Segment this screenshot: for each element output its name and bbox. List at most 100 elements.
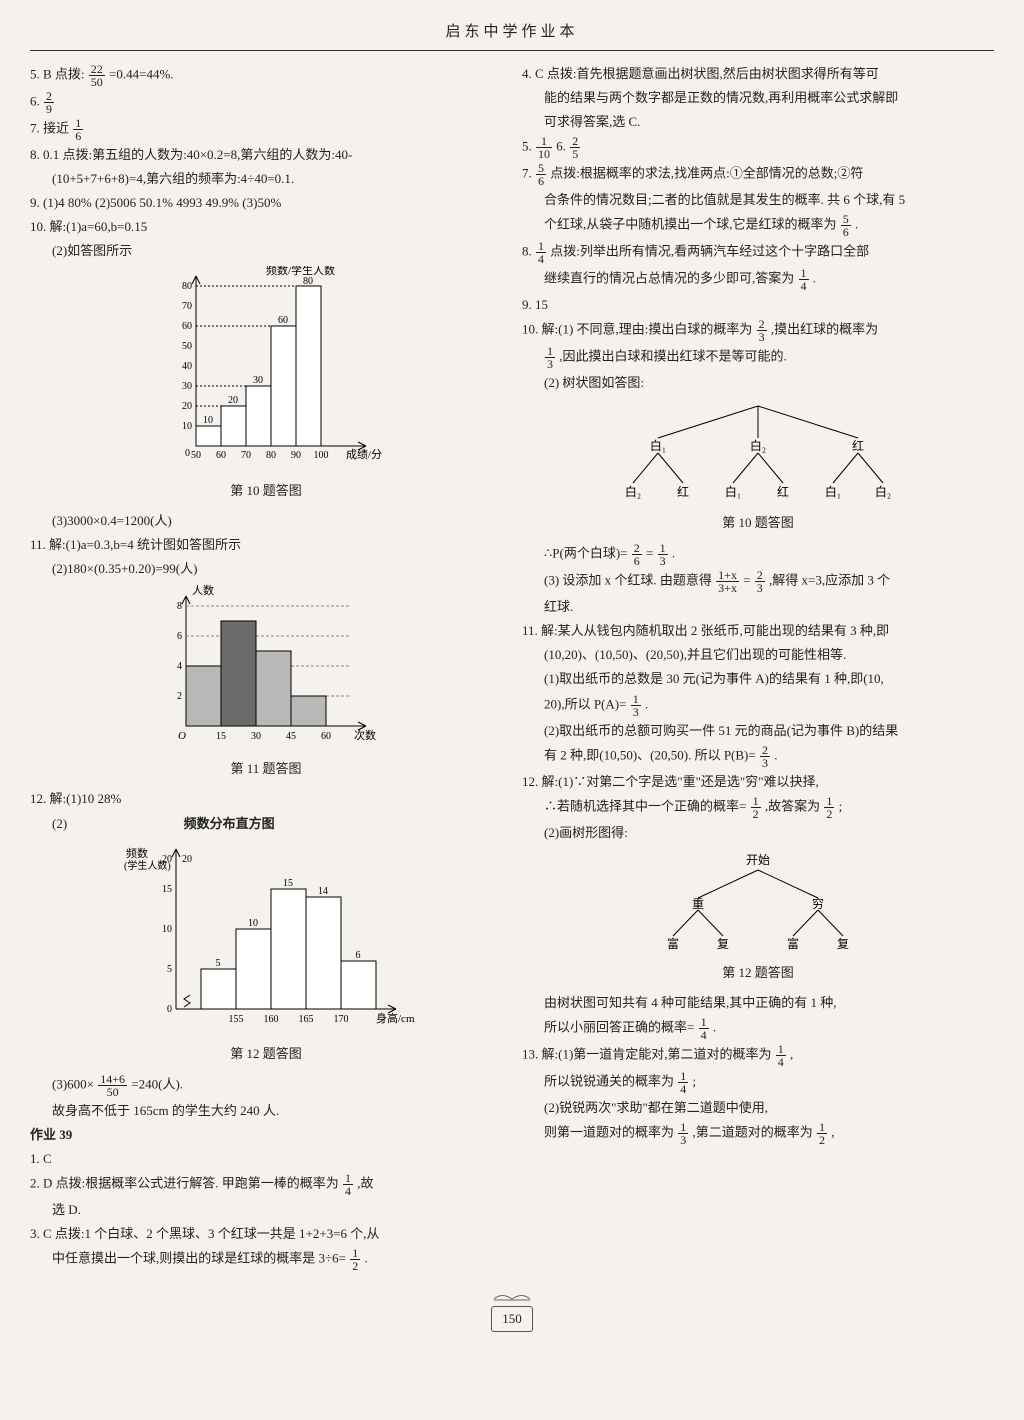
- tree-12: 开始 重穷 富复 富复: [618, 848, 898, 958]
- r10a2-text: ,摸出红球的概率为: [771, 321, 878, 336]
- r13d-post: ,: [831, 1125, 834, 1140]
- right-column: 4. C 点拨:首先根据题意画出树状图,然后由树状图求得所有等可 能的结果与两个…: [522, 61, 994, 1275]
- r9: 9. 15: [522, 294, 994, 316]
- svg-text:30: 30: [182, 381, 192, 392]
- q8a: 8. 0.1 点拨:第五组的人数为:40×0.2=8,第六组的人数为:40-: [30, 144, 502, 166]
- frac-5-6a: 56: [536, 162, 546, 187]
- r4a: 4. C 点拨:首先根据题意画出树状图,然后由树状图求得所有等可: [522, 63, 994, 85]
- svg-text:穷: 穷: [812, 896, 824, 911]
- svg-text:10: 10: [203, 415, 213, 426]
- svg-text:170: 170: [334, 1014, 349, 1025]
- svg-text:白₂: 白₂: [875, 484, 891, 499]
- svg-text:30: 30: [253, 375, 263, 386]
- q2a-text: 2. D 点拨:根据概率公式进行解答. 甲跑第一棒的概率为: [30, 1175, 339, 1190]
- frac-1-3d: 13: [678, 1121, 688, 1146]
- svg-text:4: 4: [177, 661, 182, 672]
- r13b-pre: 所以锐锐通关的概率为: [544, 1073, 674, 1088]
- svg-text:复: 复: [717, 937, 729, 951]
- frac-22-50: 2250: [89, 63, 105, 88]
- r10d-text: ∴P(两个白球)=: [544, 546, 628, 561]
- svg-text:(学生人数): (学生人数): [124, 859, 171, 872]
- r13a-post: ,: [790, 1046, 793, 1061]
- q12c: (3)600× 14+650 =240(人).: [30, 1073, 502, 1098]
- svg-text:20: 20: [228, 395, 238, 406]
- q5-text2: =0.44=44%.: [109, 66, 174, 81]
- r10eb-text: =: [743, 573, 750, 588]
- frac-2-3b: 23: [755, 569, 765, 594]
- svg-text:20: 20: [182, 854, 192, 865]
- r7a: 7. 56 点拨:根据概率的求法,找准两点:①全部情况的总数;②符: [522, 162, 994, 187]
- svg-text:O: O: [178, 730, 186, 742]
- book-icon: [492, 1288, 532, 1302]
- svg-text:6: 6: [177, 631, 182, 642]
- r4c: 可求得答案,选 C.: [522, 111, 994, 133]
- q11b: (2)180×(0.35+0.20)=99(人): [30, 558, 502, 580]
- r10a-text: 10. 解:(1) 不同意,理由:摸出白球的概率为: [522, 321, 752, 336]
- chart-12: 0 510 1520 510 1514 6 155160 165170 频数 (…: [116, 839, 416, 1039]
- left-column: 5. B 点拨: 2250 =0.44=44%. 6. 29 7. 接近 16 …: [30, 61, 502, 1275]
- frac-1-4f: 14: [678, 1070, 688, 1095]
- svg-text:100: 100: [314, 450, 329, 461]
- q2b-text: ,故: [357, 1175, 373, 1190]
- q8b: (10+5+7+6+8)=4,第六组的频率为:4÷40=0.1.: [30, 168, 502, 190]
- svg-text:60: 60: [182, 321, 192, 332]
- q3b: 中任意摸出一个球,则摸出的球是红球的概率是 3÷6= 12 .: [30, 1247, 502, 1272]
- q5-text: 5. B 点拨:: [30, 66, 88, 81]
- r10e: (3) 设添加 x 个红球. 由题意得 1+x3+x = 23 ,解得 x=3,…: [522, 569, 994, 594]
- frac-1-4a: 14: [343, 1172, 353, 1197]
- svg-text:5: 5: [167, 964, 172, 975]
- svg-text:14: 14: [318, 886, 328, 897]
- frac-1-3a: 13: [545, 345, 555, 370]
- r12e-post: .: [713, 1019, 716, 1034]
- q12c-post: =240(人).: [131, 1076, 183, 1091]
- tree12-caption: 第 12 题答图: [522, 962, 994, 984]
- q12b: (2) 频数分布直方图: [30, 813, 502, 835]
- svg-text:80: 80: [266, 450, 276, 461]
- svg-text:60: 60: [216, 450, 226, 461]
- svg-text:20: 20: [182, 401, 192, 412]
- q3c-text: .: [364, 1251, 367, 1266]
- r5r6: 5. 110 6. 25: [522, 135, 994, 160]
- r10ea-text: (3) 设添加 x 个红球. 由题意得: [544, 573, 712, 588]
- r12b-mid: ,故答案为: [765, 798, 820, 813]
- r7d: 个红球,从袋子中随机摸出一个球,它是红球的概率为 56 .: [522, 213, 994, 238]
- r11b: (10,20)、(10,50)、(20,50),并且它们出现的可能性相等.: [522, 644, 994, 666]
- svg-text:5: 5: [216, 958, 221, 969]
- tree-10: 白₁白₂红 白₂红 白₁红 白₁白₂: [588, 398, 928, 508]
- r4b: 能的结果与两个数字都是正数的情况数,再利用概率公式求解即: [522, 87, 994, 109]
- q11a: 11. 解:(1)a=0.3,b=4 统计图如答图所示: [30, 534, 502, 556]
- svg-text:0: 0: [167, 1004, 172, 1015]
- frac-1-2c: 12: [824, 795, 834, 820]
- chart10-xlab: 成绩/分: [346, 448, 382, 461]
- q2c: 选 D.: [30, 1199, 502, 1221]
- svg-text:白₁: 白₁: [825, 484, 841, 499]
- r13a: 13. 解:(1)第一道肯定能对,第二道对的概率为 14 ,: [522, 1043, 994, 1068]
- svg-text:人数: 人数: [192, 584, 214, 597]
- frac-2-6: 26: [632, 542, 642, 567]
- frac-1-10: 110: [536, 135, 552, 160]
- frac-1-3b: 13: [658, 542, 668, 567]
- r11d-pre: 20),所以 P(A)=: [544, 696, 626, 711]
- frac-1-4d: 14: [699, 1016, 709, 1041]
- svg-text:10: 10: [162, 924, 172, 935]
- chart10-caption: 第 10 题答图: [30, 480, 502, 502]
- svg-text:10: 10: [182, 421, 192, 432]
- r11f-post: .: [774, 747, 777, 762]
- frac-5-6b: 56: [841, 213, 851, 238]
- chart10-ylab: 频数/学生人数: [266, 266, 335, 277]
- frac-14p6-50: 14+650: [98, 1073, 127, 1098]
- r12e: 所以小丽回答正确的概率= 14 .: [522, 1016, 994, 1041]
- chart12-caption: 第 12 题答图: [30, 1043, 502, 1065]
- r10d-end: .: [672, 546, 675, 561]
- page-header: 启东中学作业本: [30, 20, 994, 51]
- svg-text:45: 45: [286, 731, 296, 742]
- svg-text:红: 红: [852, 438, 864, 453]
- r10d-eq: =: [646, 546, 653, 561]
- r12a: 12. 解:(1)∵对第二个字是选"重"还是选"穷"难以抉择,: [522, 771, 994, 793]
- frac-2-3c: 23: [760, 744, 770, 769]
- svg-text:90: 90: [291, 450, 301, 461]
- q3b-text: 中任意摸出一个球,则摸出的球是红球的概率是 3÷6=: [52, 1251, 346, 1266]
- r10b-text: ,因此摸出白球和摸出红球不是等可能的.: [559, 348, 787, 363]
- svg-text:0: 0: [185, 448, 190, 459]
- r12d: 由树状图可知共有 4 种可能结果,其中正确的有 1 种,: [522, 992, 994, 1014]
